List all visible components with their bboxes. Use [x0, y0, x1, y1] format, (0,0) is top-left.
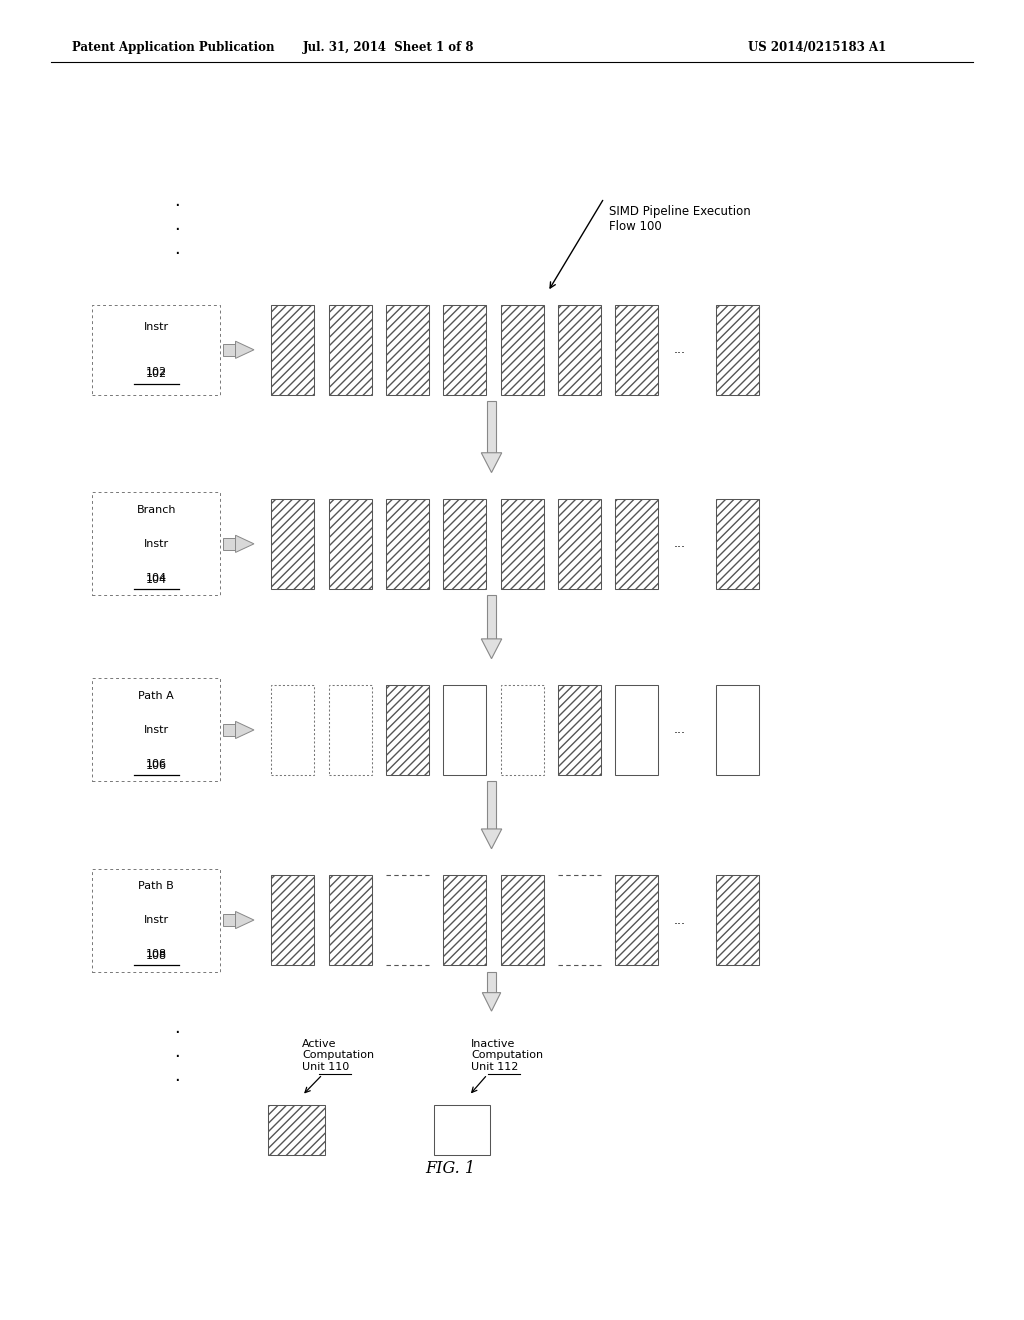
Text: Active
Computation
Unit 110: Active Computation Unit 110 [302, 1039, 374, 1072]
Text: Path B: Path B [138, 880, 174, 891]
Bar [386, 305, 429, 395]
Text: Path A: Path A [138, 690, 174, 701]
Bar [329, 875, 372, 965]
Bar [223, 539, 236, 549]
Text: Instr: Instr [143, 539, 169, 549]
Bar [615, 685, 658, 775]
Text: 104: 104 [145, 573, 167, 583]
Bar [487, 781, 496, 829]
Text: 102: 102 [145, 370, 167, 379]
Text: 106: 106 [145, 760, 167, 771]
Bar [558, 685, 601, 775]
Text: Branch: Branch [136, 504, 176, 515]
Polygon shape [236, 342, 254, 358]
Text: Instr: Instr [143, 915, 169, 925]
Bar [716, 875, 759, 965]
Bar [487, 972, 496, 993]
Bar [443, 499, 486, 589]
Bar [271, 875, 314, 965]
Bar [329, 685, 372, 775]
Text: 102: 102 [145, 367, 167, 378]
Polygon shape [482, 993, 501, 1011]
Text: 108: 108 [145, 949, 167, 960]
Bar [615, 875, 658, 965]
Bar [716, 305, 759, 395]
Bar [716, 499, 759, 589]
Text: ...: ... [674, 537, 686, 550]
Bar [443, 685, 486, 775]
Polygon shape [481, 639, 502, 659]
Bar [487, 595, 496, 639]
Text: Instr: Instr [143, 725, 169, 735]
Bar [501, 685, 544, 775]
Text: 106: 106 [145, 759, 167, 770]
Bar [329, 499, 372, 589]
Bar [501, 499, 544, 589]
Bar [271, 499, 314, 589]
Text: ...: ... [674, 913, 686, 927]
Text: ·
·
·: · · · [174, 1024, 180, 1089]
Polygon shape [236, 911, 254, 929]
Text: FIG. 1: FIG. 1 [426, 1160, 475, 1176]
Bar [615, 499, 658, 589]
Text: SIMD Pipeline Execution
Flow 100: SIMD Pipeline Execution Flow 100 [609, 205, 751, 232]
Polygon shape [481, 453, 502, 473]
Text: ...: ... [674, 723, 686, 737]
Text: US 2014/0215183 A1: US 2014/0215183 A1 [748, 41, 886, 54]
Bar [443, 305, 486, 395]
Bar [223, 343, 236, 355]
Bar [268, 1105, 325, 1155]
Bar [271, 305, 314, 395]
Bar [223, 723, 236, 737]
Bar [716, 685, 759, 775]
Polygon shape [236, 721, 254, 739]
Text: Patent Application Publication: Patent Application Publication [72, 41, 274, 54]
Text: ·
·
·: · · · [174, 198, 180, 263]
Polygon shape [236, 536, 254, 552]
Bar [501, 875, 544, 965]
Text: 104: 104 [145, 574, 167, 585]
Bar [223, 913, 236, 927]
Bar [487, 401, 496, 453]
Polygon shape [481, 829, 502, 849]
Bar [558, 305, 601, 395]
Bar [271, 685, 314, 775]
Text: Jul. 31, 2014  Sheet 1 of 8: Jul. 31, 2014 Sheet 1 of 8 [303, 41, 475, 54]
Text: ...: ... [674, 343, 686, 356]
Bar [386, 499, 429, 589]
Text: Instr: Instr [143, 322, 169, 333]
Text: 108: 108 [145, 950, 167, 961]
Bar [386, 685, 429, 775]
Text: Inactive
Computation
Unit 112: Inactive Computation Unit 112 [471, 1039, 543, 1072]
Bar [329, 305, 372, 395]
Bar [443, 875, 486, 965]
Bar [434, 1105, 490, 1155]
Bar [558, 499, 601, 589]
Bar [501, 305, 544, 395]
Bar [615, 305, 658, 395]
